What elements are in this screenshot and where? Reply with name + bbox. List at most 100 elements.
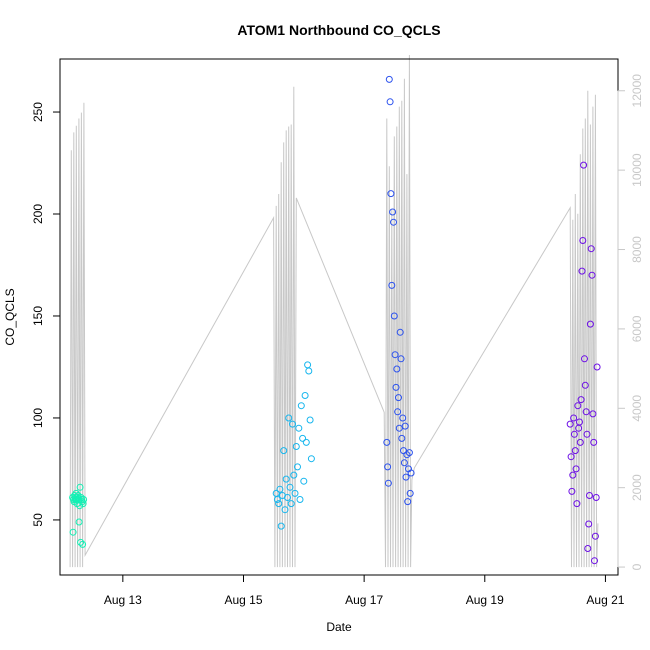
data-point-2-13 [394,408,402,416]
data-point-3-26 [588,271,596,279]
y-tick-label-4: 250 [31,102,45,122]
data-point-3-9 [574,402,582,410]
data-points [69,75,601,565]
y-right-tick-label-0: 0 [630,563,644,570]
data-point-3-12 [576,438,584,446]
data-point-0-16 [77,538,85,546]
y-tick-label-0: 50 [31,513,45,527]
data-point-1-13 [289,420,296,428]
data-point-1-2 [275,500,283,508]
data-point-3-16 [580,161,588,169]
data-point-3-17 [581,355,588,363]
data-point-3-8 [573,500,581,508]
data-point-3-23 [586,492,593,499]
data-point-3-21 [584,545,592,552]
x-tick-label-1: Aug 15 [224,593,262,607]
data-point-2-17 [397,355,405,363]
data-point-2-21 [400,459,408,467]
data-point-3-28 [590,438,598,446]
data-point-3-20 [583,430,591,438]
data-point-1-27 [306,416,314,424]
data-point-1-20 [297,402,305,410]
data-point-3-11 [576,418,583,426]
data-point-1-23 [301,392,309,399]
data-point-2-11 [392,383,400,391]
data-point-1-24 [302,438,310,446]
data-point-3-15 [579,237,587,244]
x-tick-label-3: Aug 19 [466,593,504,607]
data-point-2-3 [385,75,393,83]
data-point-1-25 [304,361,312,369]
data-point-2-10 [391,351,399,359]
data-point-2-25 [404,498,412,506]
data-point-2-29 [407,469,415,477]
data-point-1-28 [307,455,315,463]
data-point-1-10 [285,414,293,422]
plot-frame [59,58,619,576]
data-point-3-6 [571,447,579,455]
data-point-1-16 [292,443,300,450]
x-axis: Aug 13 Aug 15 Aug 17 Aug 19 Aug 21 [104,574,625,607]
right-axis-series-line [69,54,599,568]
data-point-2-15 [395,424,403,432]
data-point-3-5 [570,430,578,438]
y-tick-label-1: 100 [31,408,45,428]
data-point-2-5 [387,190,395,198]
data-point-3-27 [589,410,597,418]
data-point-2-7 [389,208,397,216]
data-point-1-7 [281,506,289,514]
data-point-2-19 [399,414,407,422]
y-tick-label-3: 200 [31,204,45,224]
data-point-1-15 [291,489,299,497]
data-point-0-1 [69,528,77,536]
data-point-3-31 [592,494,600,501]
data-point-3-22 [585,520,593,528]
y-right-tick-label-6: 12000 [630,74,644,108]
data-point-3-18 [581,381,589,389]
x-tick-label-0: Aug 13 [104,593,142,607]
data-point-3-3 [569,471,577,479]
data-point-3-4 [570,414,578,422]
y-right-tick-label-2: 4000 [630,395,644,422]
data-point-3-1 [567,453,575,461]
data-point-2-23 [402,473,410,481]
y-right-tick-label-5: 10000 [630,153,644,187]
right-axis-line [69,54,599,568]
data-point-0-21 [79,500,87,508]
data-point-1-9 [284,494,291,501]
data-point-1-17 [294,463,301,471]
y-right-tick-label-1: 2000 [630,474,644,501]
data-point-0-15 [76,483,84,491]
x-tick-label-2: Aug 17 [345,593,383,607]
data-point-1-1 [273,496,281,503]
y-axis: 50 100 150 200 250 [31,102,61,527]
data-point-3-32 [593,363,601,371]
data-point-3-13 [577,396,585,404]
y-axis-label: CO_QCLS [3,288,17,345]
data-point-1-26 [305,367,313,375]
data-point-2-22 [401,422,409,430]
data-point-2-12 [393,365,401,373]
y-right-tick-label-4: 8000 [630,236,644,263]
data-point-0-20 [79,540,87,548]
x-tick-label-4: Aug 21 [586,593,624,607]
data-point-3-25 [587,245,595,253]
data-point-2-16 [396,328,404,336]
data-point-1-19 [296,496,304,503]
data-point-2-4 [386,98,394,106]
data-point-1-3 [276,485,284,493]
data-point-3-24 [586,320,594,328]
data-point-1-4 [277,522,285,530]
data-point-0-13 [75,518,83,526]
data-point-3-30 [591,532,599,540]
data-point-1-6 [280,447,288,455]
y-tick-label-2: 150 [31,306,45,326]
data-point-2-9 [390,312,398,320]
data-point-2-20 [400,447,407,455]
data-point-2-18 [398,434,406,442]
data-point-2-14 [395,394,402,402]
data-point-1-14 [290,471,298,479]
y-right-axis: 0 2000 4000 6000 8000 10000 12000 [617,74,644,570]
data-point-1-18 [295,424,303,432]
